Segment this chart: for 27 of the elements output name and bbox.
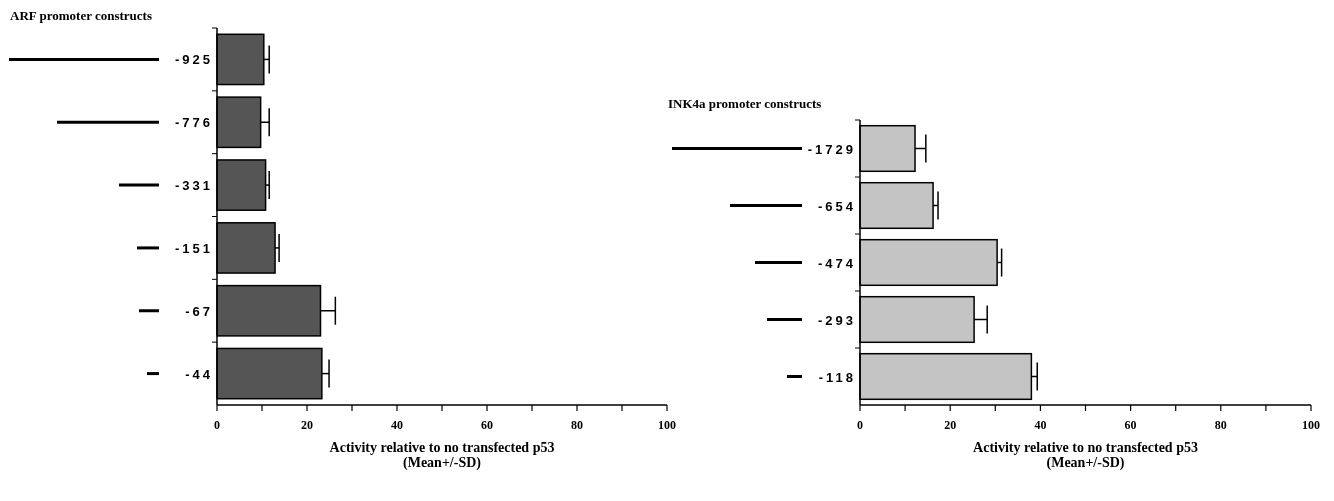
x-tick-label: 0 [214, 418, 220, 432]
y-tick-label: -654 [817, 198, 856, 214]
y-tick-label: -151 [174, 240, 213, 256]
x-tick-label: 40 [1034, 418, 1047, 432]
y-tick-label: -776 [174, 115, 213, 131]
x-tick-label: 100 [1302, 418, 1320, 432]
y-tick-label: -474 [817, 255, 856, 271]
y-tick-label: -118 [818, 369, 856, 385]
x-tick-label: 20 [301, 418, 313, 432]
y-tick-label: -44 [185, 366, 213, 382]
x-tick-label: 80 [571, 418, 583, 432]
x-tick-label: 100 [658, 418, 676, 432]
x-tick-label: 0 [857, 418, 863, 432]
y-tick-label: -925 [174, 52, 213, 68]
x-tick-label: 60 [1124, 418, 1137, 432]
y-tick-label: -1729 [807, 141, 856, 157]
x-axis-title: Activity relative to no transfected p53 (Mean+/-SD) [329, 440, 555, 471]
text: INK4a promoter constructs [668, 96, 822, 111]
x-tick-label: 40 [391, 418, 403, 432]
y-tick-label: -67 [185, 303, 213, 319]
y-tick-label: -331 [174, 178, 213, 194]
y-tick-label: -293 [817, 312, 856, 328]
x-tick-label: 80 [1214, 418, 1227, 432]
x-axis-title: Activity relative to no transfected p53 (Mean+/-SD) [973, 440, 1198, 471]
x-tick-label: 60 [481, 418, 493, 432]
text: ARF promoter constructs [10, 8, 153, 23]
x-tick-label: 20 [944, 418, 957, 432]
